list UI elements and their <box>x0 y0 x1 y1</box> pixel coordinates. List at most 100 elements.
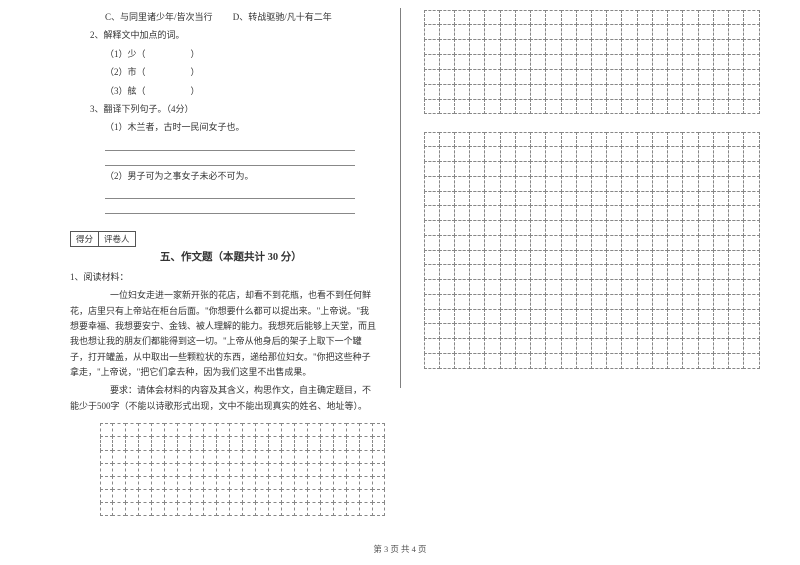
grid-cell <box>424 132 440 148</box>
grid-cell <box>515 205 531 221</box>
grid-cell <box>439 99 455 115</box>
grid-cell <box>652 10 668 26</box>
grid-cell <box>100 463 114 477</box>
grid-cell <box>515 279 531 295</box>
grid-cell <box>484 54 500 70</box>
grid-cell <box>682 235 698 251</box>
grid-cell <box>515 191 531 207</box>
grid-cell <box>424 69 440 85</box>
grid-cell <box>545 338 561 354</box>
grid-cell <box>637 250 653 266</box>
grid-cell <box>530 24 546 40</box>
grid-cell <box>667 220 683 236</box>
grid-cell <box>713 294 729 310</box>
grid-cell <box>667 39 683 55</box>
grid-cell <box>229 450 243 464</box>
grid-cell <box>125 436 139 450</box>
grid-cell <box>576 132 592 148</box>
grid-cell <box>743 235 759 251</box>
grid-cell <box>484 146 500 162</box>
grid-cell <box>713 10 729 26</box>
option-line: C、与同里诸少年/皆次当行 D、转战驱驰/凡十有二年 <box>70 10 376 24</box>
grid-cell <box>424 99 440 115</box>
grid-cell <box>713 69 729 85</box>
grid-cell <box>454 146 470 162</box>
grid-cell <box>621 323 637 339</box>
grid-cell <box>561 205 577 221</box>
grid-cell <box>500 99 516 115</box>
grid-cell <box>698 24 714 40</box>
grid-cell <box>667 84 683 100</box>
grid-cell <box>621 279 637 295</box>
score-box: 得分 评卷人 <box>70 231 136 247</box>
grid-cell <box>439 338 455 354</box>
grid-cell <box>372 502 386 516</box>
grid-cell <box>530 294 546 310</box>
grid-cell <box>621 84 637 100</box>
grid-cell <box>515 161 531 177</box>
grid-cell <box>255 450 269 464</box>
grid-cell <box>242 450 256 464</box>
grid-cell <box>545 132 561 148</box>
grid-cell <box>591 235 607 251</box>
grid-cell <box>621 309 637 325</box>
grid-cell <box>125 450 139 464</box>
grid-cell <box>652 161 668 177</box>
grid-cell <box>268 450 282 464</box>
grid-cell <box>346 463 360 477</box>
grid-cell <box>591 176 607 192</box>
grid-cell <box>307 489 321 503</box>
grid-cell <box>591 250 607 266</box>
grid-cell <box>637 264 653 280</box>
grid-cell <box>637 10 653 26</box>
grid-cell <box>203 450 217 464</box>
grid-cell <box>561 132 577 148</box>
grid-cell <box>698 220 714 236</box>
grid-cell <box>515 309 531 325</box>
grid-cell <box>652 264 668 280</box>
grid-cell <box>743 161 759 177</box>
grid-cell <box>621 264 637 280</box>
grid-cell <box>637 338 653 354</box>
grid-cell <box>203 476 217 490</box>
grid-cell <box>713 132 729 148</box>
grid-cell <box>469 191 485 207</box>
grid-cell <box>530 54 546 70</box>
grid-cell <box>667 69 683 85</box>
grid-cell <box>469 84 485 100</box>
grid-cell <box>515 338 531 354</box>
grid-cell <box>500 24 516 40</box>
grid-cell <box>346 450 360 464</box>
grid-cell <box>469 264 485 280</box>
grid-cell <box>743 176 759 192</box>
grid-cell <box>576 84 592 100</box>
grid-cell <box>469 39 485 55</box>
grid-cell <box>439 220 455 236</box>
grid-cell <box>359 476 373 490</box>
grid-cell <box>682 10 698 26</box>
grid-cell <box>424 220 440 236</box>
grid-cell <box>637 279 653 295</box>
grid-cell <box>346 502 360 516</box>
grid-cell <box>698 161 714 177</box>
grid-cell <box>255 476 269 490</box>
grid-cell <box>652 191 668 207</box>
grid-cell <box>112 476 126 490</box>
grid-cell <box>682 338 698 354</box>
grid-cell <box>530 264 546 280</box>
grid-cell <box>545 146 561 162</box>
grid-cell <box>484 39 500 55</box>
grid-cell <box>439 84 455 100</box>
grid-cell <box>138 476 152 490</box>
grid-cell <box>713 338 729 354</box>
grid-cell <box>545 235 561 251</box>
grid-cell <box>424 54 440 70</box>
grid-cell <box>621 294 637 310</box>
grid-cell <box>515 323 531 339</box>
grid-cell <box>576 353 592 369</box>
q2a: （1）少（ ） <box>70 47 376 61</box>
grid-cell <box>561 146 577 162</box>
grid-cell <box>561 69 577 85</box>
grid-cell <box>500 161 516 177</box>
grid-cell <box>698 353 714 369</box>
